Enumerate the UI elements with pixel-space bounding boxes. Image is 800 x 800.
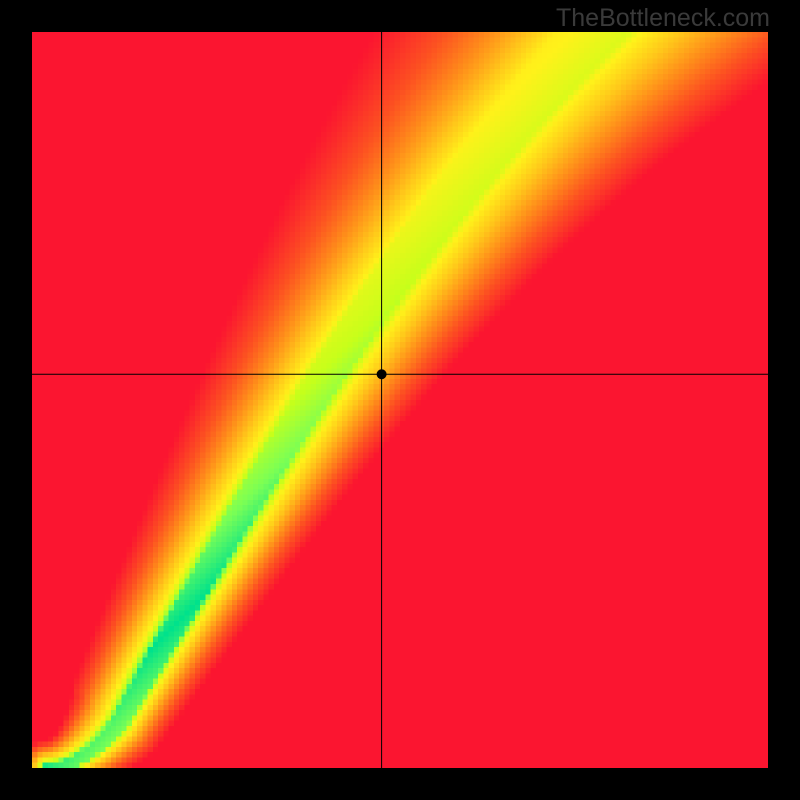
- crosshair-marker: [377, 369, 387, 379]
- crosshair-overlay: [0, 0, 800, 800]
- watermark-text: TheBottleneck.com: [556, 4, 770, 33]
- chart-container: TheBottleneck.com: [0, 0, 800, 800]
